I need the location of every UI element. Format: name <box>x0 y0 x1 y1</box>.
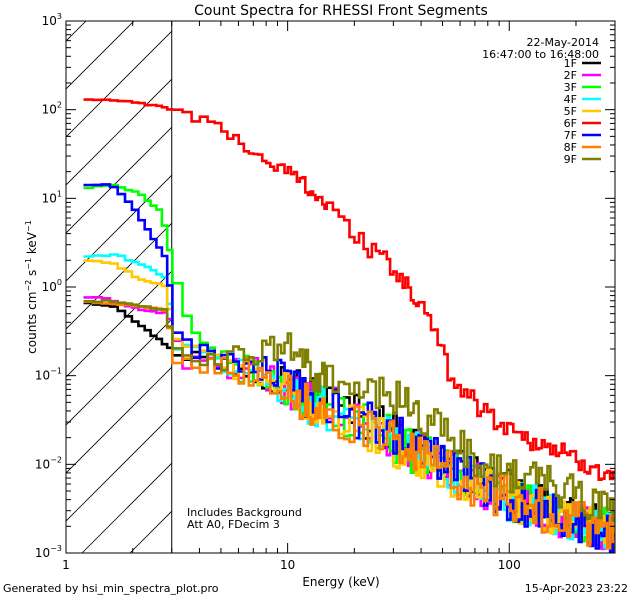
y-tick-label: 100 <box>42 278 62 294</box>
series-line-6F <box>83 98 615 481</box>
legend-label-2F: 2F <box>564 69 577 82</box>
legend-label-4F: 4F <box>564 93 577 106</box>
legend: 22-May-2014 16:47:00 to 16:48:00 1F2F3F4… <box>482 36 601 166</box>
hatch-line <box>66 366 172 474</box>
y-tick-label: 10−2 <box>35 455 62 471</box>
x-tick-label: 1 <box>62 558 70 572</box>
x-tick-label: 100 <box>498 558 521 572</box>
y-axis-label-exp1: −2 <box>24 280 33 292</box>
footer-timestamp: 15-Apr-2023 23:22 <box>524 582 628 595</box>
chart-title: Count Spectra for RHESSI Front Segments <box>194 3 488 19</box>
hatch-line <box>66 414 172 522</box>
legend-label-5F: 5F <box>564 105 577 118</box>
excluded-energy-hatch <box>0 0 640 553</box>
y-axis-label-mid: s <box>25 270 39 280</box>
y-tick-label: 102 <box>42 101 62 117</box>
series-lines <box>83 98 615 553</box>
y-axis-label-exp3: −1 <box>24 220 33 232</box>
hatch-line <box>0 0 106 553</box>
y-tick-label: 10−1 <box>35 367 62 383</box>
y-axis-label-base: counts cm <box>25 292 39 354</box>
series-line-7F <box>83 183 615 553</box>
legend-label-6F: 6F <box>564 117 577 130</box>
x-axis-label: Energy (keV) <box>302 575 379 589</box>
legend-time-range: 16:47:00 to 16:48:00 <box>482 48 599 61</box>
footer-generated-by: Generated by hsi_min_spectra_plot.pro <box>3 582 219 595</box>
y-axis-label-exp2: −1 <box>24 258 33 270</box>
hatch-lines <box>0 0 640 553</box>
legend-label-1F: 1F <box>564 57 577 70</box>
legend-label-3F: 3F <box>564 81 577 94</box>
plot-frame <box>65 20 616 554</box>
y-tick-label: 103 <box>42 12 62 28</box>
x-tick-label: 10 <box>280 558 295 572</box>
legend-date: 22-May-2014 <box>527 36 599 49</box>
legend-label-9F: 9F <box>564 153 577 166</box>
hatch-line <box>66 30 172 138</box>
hatch-line <box>66 174 172 282</box>
hatch-line <box>66 222 172 330</box>
annotation-background: Includes Background <box>187 506 302 519</box>
hatch-line <box>0 0 10 553</box>
legend-label-7F: 7F <box>564 129 577 142</box>
y-tick-label: 101 <box>42 189 62 205</box>
annotation-attenuator: Att A0, FDecim 3 <box>187 518 280 531</box>
series-line-8F <box>83 300 615 550</box>
y-axis-label: counts cm−2 s−1 keV−1 <box>24 220 39 354</box>
axes: 1 10 100 10−3 10−2 10−1 100 101 102 103 <box>35 12 616 572</box>
annotations: Includes Background Att A0, FDecim 3 <box>187 506 302 531</box>
hatch-line <box>66 21 135 90</box>
legend-label-8F: 8F <box>564 141 577 154</box>
y-axis-label-mid2: keV <box>25 231 39 258</box>
series-line-9F <box>83 299 615 522</box>
y-tick-label: 10−3 <box>35 544 62 560</box>
hatch-line <box>514 0 640 553</box>
